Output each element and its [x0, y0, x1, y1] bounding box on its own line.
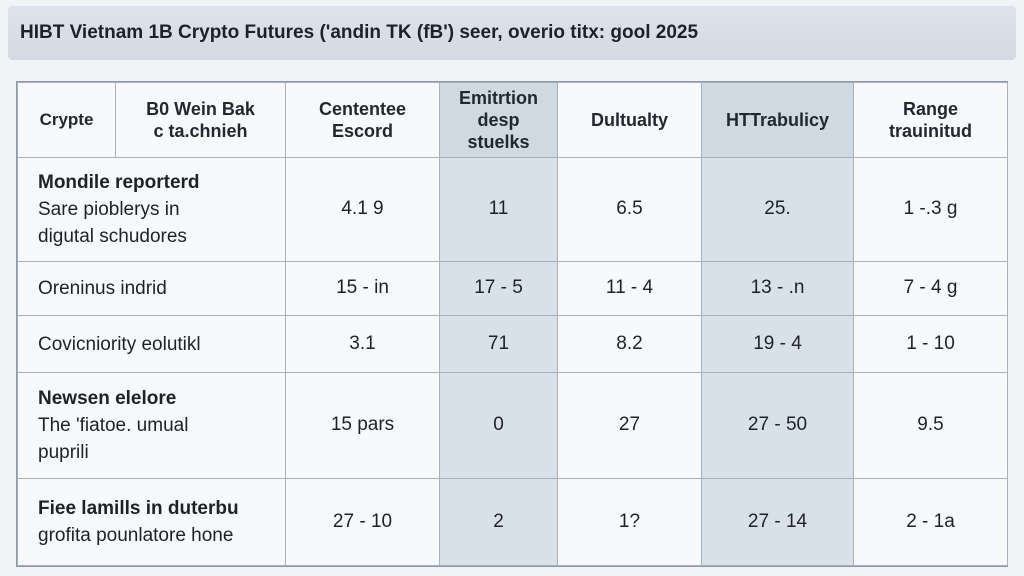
table-cell: 27 - 50: [701, 372, 854, 479]
comparison-table: Crypte B0 Wein Bak c ta.chnieh Cententee…: [16, 81, 1008, 567]
row-label: Mondile reporterd Sare pioblerys in digu…: [17, 157, 286, 262]
data-table: Crypte B0 Wein Bak c ta.chnieh Cententee…: [17, 81, 1008, 567]
table-cell: 7 - 4 g: [853, 260, 1008, 317]
table-cell: 11 - 4: [557, 260, 702, 317]
table-cell: 4.1 9: [285, 157, 440, 262]
column-header: Cententee Escord: [285, 81, 440, 159]
column-header: Crypte: [17, 81, 116, 159]
page-title-text: HIBT Vietnam 1B Crypto Futures ('andin T…: [20, 22, 699, 43]
table-row: Mondile reporterd Sare pioblerys in digu…: [17, 157, 1008, 262]
column-header: Dultualty: [557, 81, 702, 159]
table-cell: 6.5: [557, 157, 702, 262]
row-label: Oreninus indrid: [17, 260, 286, 317]
row-label: Covicniority eolutikl: [17, 315, 286, 374]
table-cell: 13 - .n: [701, 260, 854, 317]
table-header-row: Crypte B0 Wein Bak c ta.chnieh Cententee…: [17, 81, 1008, 159]
table-cell: 8.2: [557, 315, 702, 374]
table-cell: 27: [557, 372, 702, 479]
page-title: HIBT Vietnam 1B Crypto Futures ('andin T…: [8, 6, 1016, 60]
table-cell: 9.5: [853, 372, 1008, 479]
table-cell: 15 - in: [285, 260, 440, 317]
table-row: Covicniority eolutikl 3.1 71 8.2 19 - 4 …: [17, 315, 1008, 374]
column-header: HTTrabulicy: [701, 81, 854, 159]
table-cell: 2 - 1a: [853, 477, 1008, 567]
table-cell: 15 pars: [285, 372, 440, 479]
table-row: Fiee lamills in duterbu grofita pounlato…: [17, 477, 1008, 567]
table-cell: 1 -.3 g: [853, 157, 1008, 262]
table-cell: 27 - 14: [701, 477, 854, 567]
table-cell: 2: [439, 477, 558, 567]
table-row: Oreninus indrid 15 - in 17 - 5 11 - 4 13…: [17, 260, 1008, 317]
table-cell: 1?: [557, 477, 702, 567]
column-header: Range trauinitud: [853, 81, 1008, 159]
row-label: Newsen elelore The 'fiatoe. umual pupril…: [17, 372, 286, 479]
row-label: Fiee lamills in duterbu grofita pounlato…: [17, 477, 286, 567]
table-cell: 0: [439, 372, 558, 479]
table-cell: 11: [439, 157, 558, 262]
table-cell: 25.: [701, 157, 854, 262]
table-cell: 71: [439, 315, 558, 374]
table-row: Newsen elelore The 'fiatoe. umual pupril…: [17, 372, 1008, 479]
column-header: B0 Wein Bak c ta.chnieh: [115, 81, 286, 159]
table-cell: 1 - 10: [853, 315, 1008, 374]
table-cell: 3.1: [285, 315, 440, 374]
table-cell: 27 - 10: [285, 477, 440, 567]
table-cell: 17 - 5: [439, 260, 558, 317]
column-header: Emitrtion desp stuelks: [439, 81, 558, 159]
table-cell: 19 - 4: [701, 315, 854, 374]
